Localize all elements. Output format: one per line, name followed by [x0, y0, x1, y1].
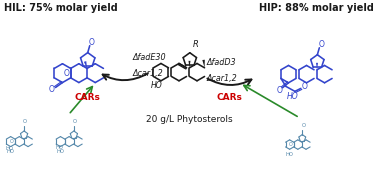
- Text: 20 g/L Phytosterols: 20 g/L Phytosterols: [146, 115, 232, 124]
- Text: O: O: [89, 38, 94, 47]
- Text: O: O: [64, 69, 70, 78]
- Polygon shape: [202, 60, 205, 68]
- Polygon shape: [84, 61, 87, 68]
- Text: O: O: [318, 40, 324, 49]
- Text: O: O: [73, 119, 77, 124]
- Text: HO: HO: [151, 81, 163, 90]
- Text: HO: HO: [57, 149, 64, 154]
- Text: HO: HO: [287, 92, 299, 101]
- Text: Δcar1,2: Δcar1,2: [207, 74, 238, 83]
- Text: O: O: [23, 119, 27, 124]
- Text: HIP: 88% molar yield: HIP: 88% molar yield: [259, 3, 374, 13]
- Text: O: O: [289, 142, 293, 147]
- Text: CARs: CARs: [74, 93, 100, 102]
- Text: CARs: CARs: [217, 93, 243, 102]
- Text: HO: HO: [5, 146, 13, 150]
- Text: HO: HO: [56, 145, 64, 150]
- Text: O: O: [301, 123, 305, 128]
- Polygon shape: [189, 61, 191, 68]
- Text: O: O: [48, 85, 54, 94]
- Text: HIL: 75% molar yield: HIL: 75% molar yield: [4, 3, 118, 13]
- Text: ΔfadD3: ΔfadD3: [207, 58, 237, 67]
- Text: O: O: [277, 86, 282, 95]
- Text: HO: HO: [7, 149, 15, 154]
- Text: R: R: [193, 40, 199, 49]
- Text: HO: HO: [286, 152, 294, 157]
- Text: Δcar1,2: Δcar1,2: [132, 69, 163, 78]
- Polygon shape: [316, 63, 318, 70]
- Text: O: O: [302, 82, 308, 91]
- Text: O: O: [10, 139, 14, 144]
- Text: ΔfadE30: ΔfadE30: [132, 53, 166, 62]
